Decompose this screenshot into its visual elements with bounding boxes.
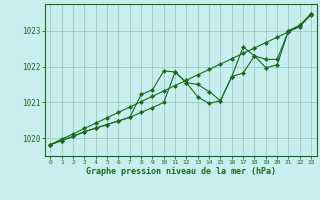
X-axis label: Graphe pression niveau de la mer (hPa): Graphe pression niveau de la mer (hPa) <box>86 167 276 176</box>
